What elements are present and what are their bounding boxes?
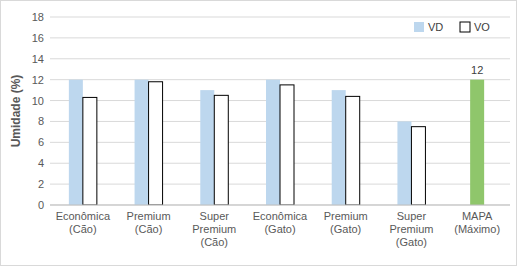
bar bbox=[149, 82, 163, 205]
x-axis-line bbox=[50, 205, 510, 206]
y-tick-label: 4 bbox=[38, 157, 44, 169]
legend-swatch bbox=[460, 22, 470, 32]
x-tick-label: Econômica(Gato) bbox=[253, 210, 308, 235]
x-tick-label: SuperPremium(Cão) bbox=[192, 210, 236, 248]
y-tick-label: 12 bbox=[32, 74, 44, 86]
y-tick-label: 0 bbox=[38, 199, 44, 211]
bar bbox=[266, 80, 280, 205]
bar bbox=[135, 80, 149, 205]
grid-line bbox=[50, 17, 510, 18]
y-tick-label: 18 bbox=[32, 11, 44, 23]
grid-line bbox=[50, 58, 510, 59]
y-tick-label: 8 bbox=[38, 115, 44, 127]
bars bbox=[69, 80, 484, 205]
bar bbox=[69, 80, 83, 205]
bar bbox=[332, 90, 346, 205]
bar bbox=[346, 96, 360, 205]
bar bbox=[83, 97, 97, 205]
x-tick-label: Premium(Gato) bbox=[324, 210, 368, 235]
y-tick-label: 14 bbox=[32, 53, 44, 65]
y-axis-title: Umidade (%) bbox=[9, 75, 23, 148]
bar bbox=[470, 80, 484, 205]
x-tick-label: MAPA(Máximo) bbox=[454, 210, 500, 235]
x-tick-label: Premium(Cão) bbox=[127, 210, 171, 235]
y-tick-label: 16 bbox=[32, 32, 44, 44]
y-tick-label: 10 bbox=[32, 95, 44, 107]
y-tick-label: 6 bbox=[38, 136, 44, 148]
chart-frame bbox=[1, 1, 517, 266]
y-tick-label: 2 bbox=[38, 178, 44, 190]
bar bbox=[280, 85, 294, 205]
x-tick-label: Econômica(Cão) bbox=[56, 210, 111, 235]
legend-swatch bbox=[414, 22, 424, 32]
grid-line bbox=[50, 37, 510, 38]
bar bbox=[397, 121, 411, 205]
data-labels: 12 bbox=[471, 64, 483, 76]
bar bbox=[200, 90, 214, 205]
data-label: 12 bbox=[471, 64, 483, 76]
x-tick-label: SuperPremium(Gato) bbox=[389, 210, 433, 248]
legend-label: VD bbox=[428, 21, 443, 33]
chart: 0 2 4 6 8 10 12 14 16 18 Umidade (%) 12 Econômica(Cã… bbox=[0, 0, 517, 266]
bar bbox=[411, 127, 425, 205]
grid-line bbox=[50, 205, 510, 206]
bar bbox=[214, 95, 228, 205]
legend-label: VO bbox=[474, 21, 490, 33]
